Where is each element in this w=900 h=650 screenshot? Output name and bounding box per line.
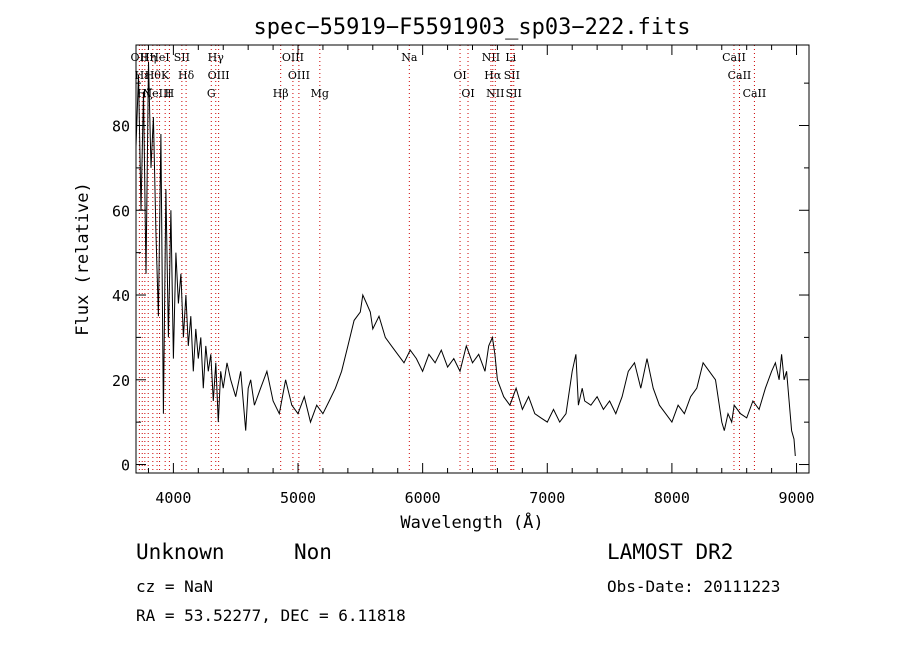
line-marker-label: Hα [484,69,502,82]
obs-date: Obs-Date: 20111223 [607,577,781,596]
y-tick-label: 60 [112,202,130,220]
redshift-cz: cz = NaN [136,577,214,596]
x-tick-label: 5000 [280,489,316,507]
object-subclass: Non [294,540,332,564]
x-axis: 4000 5000 6000 7000 8000 9000 [147,45,815,507]
line-marker-label: Li [505,51,516,64]
line-marker-label: Hδ [178,69,195,82]
line-marker-label: H [165,87,175,100]
line-marker-label: CaII [728,69,752,82]
line-marker-label: G [207,87,216,100]
line-marker-label: Hθ [145,69,162,82]
x-tick-label: 4000 [155,489,191,507]
line-marker-label: HeI [149,51,169,64]
y-tick-label: 80 [112,118,130,136]
spectrum-series [135,61,796,457]
line-marker-label: Hγ [208,51,225,64]
x-axis-label: Wavelength (Å) [400,511,543,533]
survey-name: LAMOST DR2 [607,540,734,564]
line-marker-label: OIII [288,69,310,82]
line-marker-label: OIII [208,69,230,82]
y-tick-label: 0 [121,457,130,475]
chart-title: spec−55919−F5591903_sp03−222.fits [253,15,690,40]
line-marker-label: Na [401,51,418,64]
x-tick-label: 6000 [405,489,441,507]
y-axis-label: Flux (relative) [73,182,93,336]
line-marker-label: K [161,69,170,82]
line-marker-label: NII [482,51,500,64]
y-tick-label: 40 [112,287,130,305]
line-marker-label: CaII [722,51,746,64]
line-marker-label: Hη [140,51,156,64]
line-marker-label: SII [504,69,520,82]
y-axis: 0 20 40 60 80 [112,82,809,475]
x-tick-label: 9000 [778,489,814,507]
line-marker-label: OIII [282,51,304,64]
line-marker-label: Hβ [273,87,289,100]
ra-dec: RA = 53.52277, DEC = 6.11818 [136,606,406,625]
line-marker-label: Mg [311,87,329,100]
x-tick-label: 7000 [529,489,565,507]
x-tick-label: 8000 [654,489,690,507]
spectrum-line [135,61,796,457]
line-marker-label: OII [131,51,149,64]
line-marker-label: SII [506,87,522,100]
line-marker-label: OI [461,87,474,100]
line-marker-label: CaII [743,87,767,100]
line-marker-label: OI [453,69,466,82]
line-marker-label: NII [486,87,504,100]
object-class: Unknown [136,540,225,564]
y-tick-label: 20 [112,372,130,390]
line-marker-label: SII [174,51,190,64]
line-markers: OIIHεHζHηHθNeIIIHeIKHSIIHδGHγOIIIHβOIIIO… [131,45,767,473]
plot-frame [135,44,810,474]
